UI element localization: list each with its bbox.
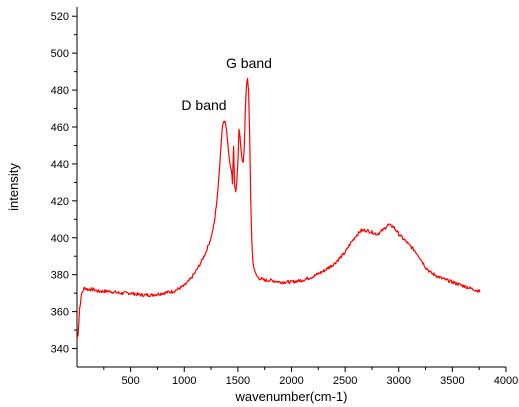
x-tick-label: 1500 [226, 375, 250, 387]
x-tick-label: 1000 [172, 375, 196, 387]
chart-axes [76, 7, 506, 368]
y-tick-label: 480 [51, 85, 69, 97]
y-tick-label: 440 [51, 159, 69, 171]
d-band-annotation: D band [181, 97, 226, 113]
y-tick-label: 400 [51, 233, 69, 245]
plot-area [76, 77, 481, 340]
y-tick-label: 380 [51, 270, 69, 282]
y-tick-label: 340 [51, 344, 69, 356]
x-tick-label: 2500 [333, 375, 357, 387]
x-tick-label: 2000 [279, 375, 303, 387]
x-tick-label: 500 [121, 375, 139, 387]
spectrum-line [76, 77, 481, 340]
x-tick-label: 3000 [387, 375, 411, 387]
x-axis-title: wavenumber(cm-1) [235, 389, 348, 404]
y-tick-label: 360 [51, 307, 69, 319]
x-tick-label: 3500 [440, 375, 464, 387]
g-band-annotation: G band [226, 55, 272, 71]
y-tick-label: 500 [51, 48, 69, 60]
x-tick-label: 4000 [494, 375, 518, 387]
chart-ticks: 500 1000 1500 2000 2500 3000 3500 4000 340 360 380… [51, 11, 519, 387]
y-tick-label: 460 [51, 122, 69, 134]
y-axis-title: intensity [6, 163, 21, 211]
y-tick-label: 420 [51, 196, 69, 208]
y-tick-label: 520 [51, 11, 69, 23]
